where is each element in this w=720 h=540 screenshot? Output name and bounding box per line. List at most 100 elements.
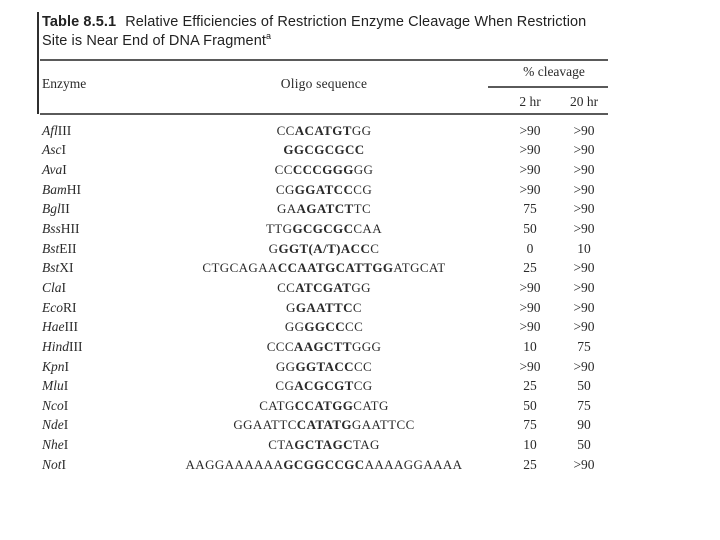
cleavage-2hr-value: >90: [519, 299, 541, 315]
oligo-sequence: CGACGCGTCG: [275, 378, 373, 394]
table-row: KpnI GGGGTACCCC >90 >90: [40, 357, 608, 377]
table-row: ClaI CCATCGATGG >90 >90: [40, 278, 608, 298]
oligo-sequence: GGCGCGCC: [283, 142, 365, 158]
oligo-sequence: GGGGTACCCC: [275, 358, 373, 374]
footnote-marker: a: [266, 31, 272, 42]
enzyme-name: NotI: [42, 456, 67, 472]
enzyme-name: BssHII: [42, 221, 80, 237]
oligo-sequence: TTGGCGCGCCAA: [265, 221, 383, 237]
oligo-sequence: CATGCCATGGCATG: [259, 397, 389, 413]
table-rule-header-bottom: [40, 113, 608, 115]
cleavage-20hr-value: >90: [573, 319, 595, 335]
table-row: AscI GGCGCGCC >90 >90: [40, 141, 608, 161]
enzyme-name: HaeIII: [42, 319, 78, 335]
cleavage-2hr-value: >90: [519, 181, 541, 197]
cleavage-20hr-value: >90: [573, 142, 595, 158]
table-row: NheI CTAGCTAGCTAG 10 50: [40, 435, 608, 455]
oligo-sequence: CCCCCGGGGG: [274, 162, 374, 178]
enzyme-name: NdeI: [42, 417, 69, 433]
table-row: HaeIII GGGGCCCC >90 >90: [40, 317, 608, 337]
enzyme-name: BamHI: [42, 181, 81, 197]
table-row: BstEII GGGT(A/T)ACCC 0 10: [40, 239, 608, 259]
cleavage-20hr-value: >90: [573, 201, 595, 217]
enzyme-name: NcoI: [42, 397, 69, 413]
cleavage-2hr-value: 50: [523, 221, 537, 237]
table-row: NotI AAGGAAAAAAGCGGCCGCAAAAGGAAAA 25 >90: [40, 455, 608, 475]
cleavage-2hr-value: 75: [523, 417, 537, 433]
enzyme-name: ClaI: [42, 279, 67, 295]
oligo-sequence: GGGT(A/T)ACCC: [268, 240, 380, 256]
cleavage-2hr-value: 25: [523, 378, 537, 394]
cleavage-2hr-value: 10: [523, 437, 537, 453]
enzyme-name: MluI: [42, 378, 69, 394]
table-header-row: Enzyme Oligo sequence: [40, 76, 608, 92]
cleavage-20hr-value: 90: [577, 417, 591, 433]
cleavage-2hr-value: >90: [519, 162, 541, 178]
enzyme-name: AflIII: [42, 122, 72, 138]
enzyme-name: BglII: [42, 201, 70, 217]
table-row: MluI CGACGCGTCG 25 50: [40, 376, 608, 396]
cleavage-20hr-value: 75: [577, 338, 591, 354]
cleavage-20hr-value: >90: [573, 260, 595, 276]
column-header-enzyme: Enzyme: [42, 76, 87, 91]
cleavage-20hr-value: >90: [573, 358, 595, 374]
table-row: NcoI CATGCCATGGCATG 50 75: [40, 396, 608, 416]
cleavage-20hr-value: 10: [577, 240, 591, 256]
enzyme-name: EcoRI: [42, 299, 77, 315]
table-row: EcoRI GGAATTCC >90 >90: [40, 298, 608, 318]
cleavage-2hr-value: >90: [519, 142, 541, 158]
enzyme-name: BstEII: [42, 240, 77, 256]
enzyme-name: NheI: [42, 437, 69, 453]
table-title-line2: Site is Near End of DNA Fragmenta: [42, 32, 608, 51]
table-row: HindIII CCCAAGCTTGGG 10 75: [40, 337, 608, 357]
oligo-sequence: CCATCGATGG: [277, 279, 371, 295]
table-row: BstXI CTGCAGAACCAATGCATTGGATGCAT 25 >90: [40, 258, 608, 278]
table-subheader-row: 2 hr 20 hr: [40, 94, 608, 110]
table-caption-line2: Site is Near End of DNA Fragment: [42, 33, 267, 49]
oligo-sequence: CCCAAGCTTGGG: [266, 338, 382, 354]
column-group-cleavage: % cleavage: [523, 64, 585, 79]
cleavage-20hr-value: >90: [573, 221, 595, 237]
table-row: AvaI CCCCCGGGGG >90 >90: [40, 160, 608, 180]
table-rule-top: [40, 59, 608, 61]
oligo-sequence: CTGCAGAACCAATGCATTGGATGCAT: [202, 260, 446, 276]
page-edge-line: [37, 12, 39, 114]
cleavage-20hr-value: >90: [573, 299, 595, 315]
cleavage-20hr-value: >90: [573, 162, 595, 178]
table-row: AflIII CCACATGTGG >90 >90: [40, 121, 608, 141]
table-title-line1: Table 8.5.1 Relative Efficiencies of Rest…: [42, 13, 608, 32]
oligo-sequence: GGAATTCCATATGGAATTCC: [233, 417, 415, 433]
cleavage-20hr-value: 50: [577, 437, 591, 453]
table-title: Table 8.5.1 Relative Efficiencies of Rest…: [42, 13, 608, 51]
oligo-sequence: AAGGAAAAAAGCGGCCGCAAAAGGAAAA: [185, 456, 463, 472]
cleavage-2hr-value: 75: [523, 201, 537, 217]
cleavage-group-rule: [488, 86, 608, 88]
oligo-sequence: GGGGCCCC: [284, 319, 364, 335]
column-header-2hr: 2 hr: [519, 94, 541, 109]
cleavage-2hr-value: >90: [519, 122, 541, 138]
enzyme-name: HindIII: [42, 338, 83, 354]
enzyme-name: KpnI: [42, 358, 70, 374]
enzyme-name: BstXI: [42, 260, 74, 276]
cleavage-2hr-value: >90: [519, 319, 541, 335]
table-caption-line1: Relative Efficiencies of Restriction Enz…: [125, 14, 587, 30]
cleavage-20hr-value: >90: [573, 279, 595, 295]
cleavage-20hr-value: >90: [573, 122, 595, 138]
column-header-oligo: Oligo sequence: [280, 76, 368, 91]
oligo-sequence: CGGGATCCCG: [275, 181, 373, 197]
table-row: BamHI CGGGATCCCG >90 >90: [40, 180, 608, 200]
oligo-sequence: CTAGCTAGCTAG: [268, 437, 380, 453]
table-region: Table 8.5.1 Relative Efficiencies of Rest…: [40, 0, 610, 540]
enzyme-name: AvaI: [42, 162, 67, 178]
cleavage-2hr-value: 0: [526, 240, 534, 256]
cleavage-2hr-value: 25: [523, 456, 537, 472]
cleavage-2hr-value: 50: [523, 397, 537, 413]
cleavage-2hr-value: 10: [523, 338, 537, 354]
column-header-20hr: 20 hr: [569, 94, 599, 109]
cleavage-20hr-value: >90: [573, 181, 595, 197]
cleavage-20hr-value: 75: [577, 397, 591, 413]
table-row: BssHII TTGGCGCGCCAA 50 >90: [40, 219, 608, 239]
enzyme-name: AscI: [42, 142, 66, 158]
cleavage-20hr-value: 50: [577, 378, 591, 394]
